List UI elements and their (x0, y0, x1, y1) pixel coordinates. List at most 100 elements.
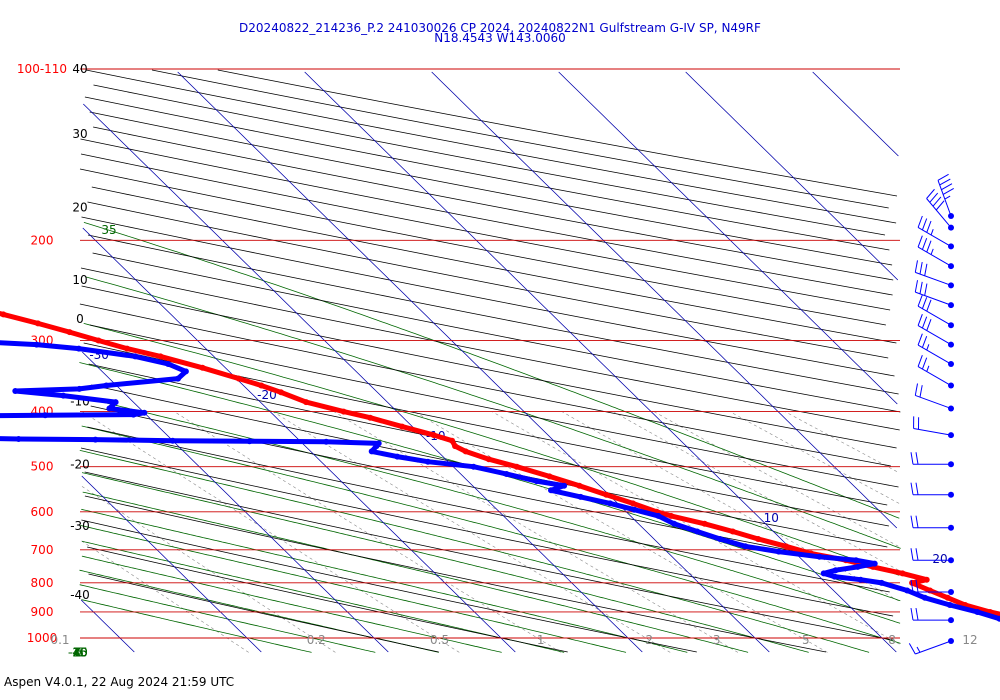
temperature-profile-point (927, 587, 933, 594)
wind-barb (917, 235, 954, 270)
height-label: 40 (72, 62, 87, 76)
wind-barb (926, 188, 954, 231)
dewpoint-profile-point (548, 487, 554, 494)
isotherm-line (82, 351, 389, 653)
wind-barb-flag (917, 313, 923, 326)
wind-barb-flag (917, 354, 923, 367)
software-version-footer: Aspen V4.0.1, 22 Aug 2024 21:59 UTC (4, 675, 235, 689)
temperature-profile-point (701, 520, 708, 527)
temperature-profile-point (0, 311, 7, 318)
temperature-profile (0, 311, 1000, 617)
wind-barb-flag (914, 260, 919, 273)
dry-adiabat-line (86, 69, 897, 224)
pressure-tick-label: 600 (31, 505, 54, 519)
wind-barb-flag (910, 548, 914, 561)
mixing-ratio-label: 12 (962, 633, 977, 647)
dewpoint-profile-point (671, 520, 678, 527)
wind-barb-shaft (917, 366, 952, 386)
wind-barb (910, 548, 954, 564)
wind-barb-flag (915, 515, 919, 528)
dewpoint-profile-point (424, 458, 431, 465)
temperature-profile-point (66, 329, 73, 336)
mixing-ratio-label: 8 (888, 633, 896, 647)
temperature-profile-point (157, 353, 164, 360)
dewpoint-profile-point (577, 493, 584, 500)
wind-barb-shaft (917, 246, 952, 267)
dry-adiabat-line (93, 84, 886, 236)
mixing-ratio-line (80, 485, 336, 653)
temperature-profile-point (485, 456, 492, 463)
isobars (80, 68, 900, 639)
dewpoint-profile-point (103, 382, 110, 389)
wind-barb-flag (915, 579, 919, 593)
dewpoint-profile-point (141, 409, 148, 416)
temperature-profile-point (277, 389, 284, 396)
wind-barb-flag (921, 357, 928, 370)
temperature-profile-point (729, 528, 736, 535)
mixing-ratio-line (491, 411, 900, 645)
pressure-tick-label: 100-110 (17, 62, 67, 76)
dry-adiabat-line (93, 126, 894, 281)
wind-barb-flag (926, 318, 932, 331)
wind-barb-flag (919, 281, 923, 294)
mixing-ratio-line (784, 411, 898, 472)
dewpoint-profile-point (130, 411, 137, 418)
wind-barb-shaft (937, 180, 952, 217)
mixing-ratio-label: 1 (537, 633, 545, 647)
dewpoint-profile-point (246, 438, 253, 445)
wind-barb-flag (919, 385, 923, 398)
wind-barb-flag (915, 482, 919, 495)
dewpoint-profile-point (182, 368, 189, 375)
wind-barb-shaft (915, 291, 952, 306)
chart-subtitle-location: N18.4543 W143.0060 (434, 31, 566, 45)
dewpoint-profile-point (853, 557, 859, 564)
dewpoint-profile-point (775, 548, 782, 555)
dewpoint-profile-point (132, 353, 139, 360)
dewpoint-profile-point (946, 602, 953, 608)
temperature-profile-point (603, 491, 610, 498)
dewpoint-profile-point (854, 563, 861, 570)
wind-barb-flag (917, 333, 923, 346)
moist-adiabat-line (83, 222, 900, 519)
pressure-tick-label: 900 (31, 605, 54, 619)
moist-adiabat-line (82, 491, 749, 653)
dewpoint-profile-point (42, 412, 49, 419)
dewpoint-profile-point (820, 570, 827, 577)
dewpoint-profile-point (816, 553, 823, 560)
dry-adiabat-line (79, 168, 886, 326)
wind-barb-halfflag (926, 365, 930, 372)
dry-adiabat-line (84, 495, 826, 653)
isotherm-line (81, 475, 262, 653)
height-label: 20 (72, 200, 87, 214)
wind-barb (910, 579, 954, 595)
mixing-ratio-label: 5 (802, 633, 810, 647)
pressure-tick-label: 700 (31, 543, 54, 557)
mixing-ratio-line (561, 411, 899, 601)
wind-barb-flag (910, 515, 914, 528)
dry-adiabat-line (79, 303, 891, 467)
isotherm-line (80, 599, 135, 653)
wind-barb-flag (921, 238, 928, 250)
temperature-profile-point (235, 375, 242, 382)
moist-adiabat-line (83, 323, 900, 576)
dewpoint-profile-point (717, 536, 724, 542)
wind-barb (910, 515, 954, 531)
isotherm-line (431, 71, 898, 529)
wind-barb (937, 173, 954, 219)
moist-adiabat-label: 35 (101, 223, 116, 237)
dewpoint-profile-point (394, 453, 401, 460)
wind-barb-flag (924, 283, 928, 296)
wind-barb-shaft (913, 428, 952, 436)
dewpoint-profile-point (33, 341, 40, 348)
wind-barb-shaft (917, 305, 952, 326)
wind-barb-flag (941, 183, 953, 191)
temperature-profile-point (944, 594, 951, 601)
wind-barb (914, 280, 954, 309)
temperature-profile-point (449, 437, 456, 444)
wind-barb-flag (921, 335, 928, 348)
isotherm-label: 20 (932, 552, 947, 566)
temperature-profile-point (668, 512, 674, 519)
dewpoint-profile-point (996, 615, 1000, 622)
temperature-profile-point (899, 570, 906, 577)
wind-barb-flag (915, 548, 919, 561)
